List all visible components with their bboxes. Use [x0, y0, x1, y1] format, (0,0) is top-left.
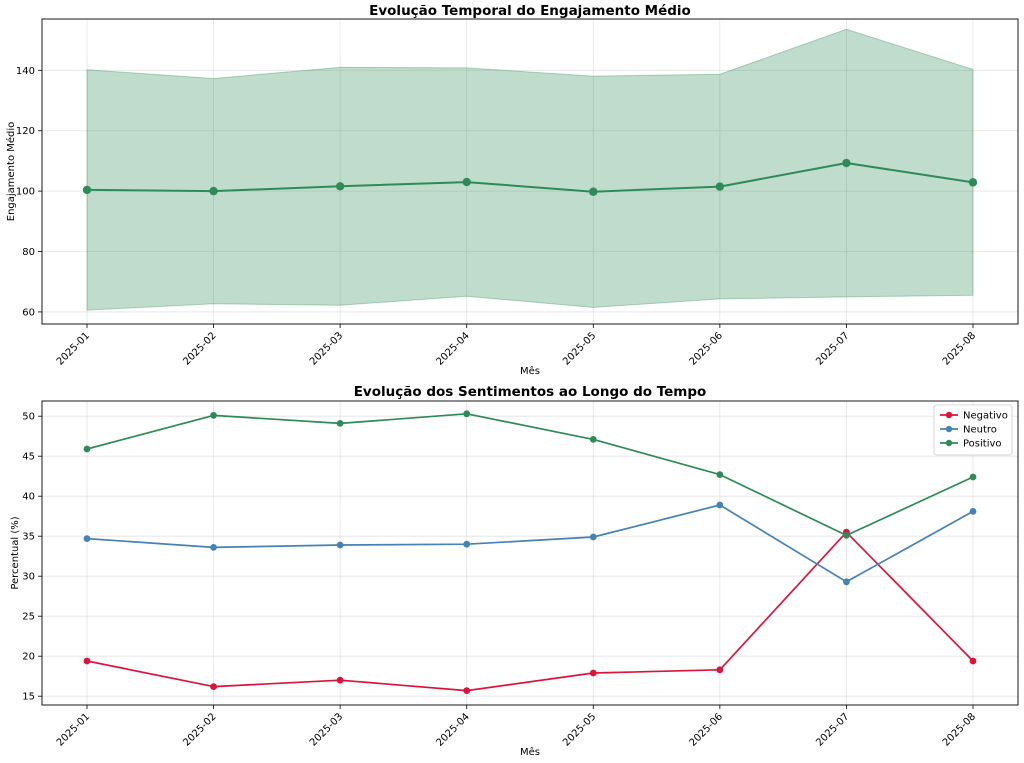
sentiment-x-tick-label: 2025-02 [181, 711, 218, 748]
sentiment-y-ticks: 15 20 25 30 35 40 45 50 [22, 412, 42, 703]
engagement-x-tick-label: 2025-07 [814, 330, 851, 367]
sentiment-y-axis-label: Percentual (%) [10, 516, 21, 589]
neutro-data-point [716, 501, 724, 509]
engagement-lines [86, 162, 974, 193]
sentiment-y-tick-label: 30 [22, 572, 35, 583]
sentiment-y-tick-label: 35 [22, 532, 35, 543]
neutro-data-point [843, 578, 850, 586]
engagement-x-tick-label: 2025-03 [308, 330, 345, 367]
sentiment-x-axis-label: Mês [520, 746, 540, 758]
negativo-data-point [83, 657, 91, 665]
sentiment-chart-title: Evolução dos Sentimentos ao Longo do Tem… [354, 384, 707, 400]
positivo-data-point [969, 473, 977, 481]
engagement-y-tick-label: 140 [16, 66, 35, 77]
engagement-data-point [715, 182, 725, 191]
negativo-data-point [969, 657, 977, 665]
engagement-y-ticks: 60 80 100 120 140 [16, 66, 42, 318]
sentiment-y-tick-label: 25 [22, 612, 35, 623]
engagement-data-point [209, 186, 218, 196]
negativo-data-point [210, 683, 217, 690]
negativo-series-line [86, 531, 974, 692]
engagement-y-tick-label: 80 [22, 247, 35, 258]
positivo-data-point [83, 445, 91, 453]
negativo-data-point [336, 676, 344, 684]
engagement-data-point [335, 182, 345, 191]
sentiment-x-ticks: 2025-01 2025-02 2025-03 2025-04 2025-05 2025-… [55, 705, 978, 749]
neutro-series-line [86, 504, 974, 583]
sentiment-plot-frame [41, 400, 1019, 706]
neutro-data-point [83, 535, 91, 542]
sentiment-grid [42, 401, 1018, 705]
sentiment-x-tick-label: 2025-06 [688, 711, 725, 748]
sentiment-x-tick-label: 2025-05 [561, 711, 598, 748]
positivo-data-point [843, 532, 850, 539]
negativo-data-point [716, 666, 724, 674]
neutro-data-point [969, 508, 977, 515]
sentiment-x-tick-label: 2025-08 [941, 711, 978, 748]
engagement-x-tick-label: 2025-04 [435, 330, 472, 367]
legend-marker-neutro [945, 425, 953, 433]
engagement-plot-frame [41, 18, 1019, 325]
engagement-series-line [86, 162, 974, 193]
engagement-y-axis-label: Engajamento Médio [5, 122, 17, 222]
engagement-x-axis-label: Mês [520, 365, 540, 377]
sentiment-y-tick-label: 40 [22, 492, 35, 503]
positivo-data-point [336, 420, 344, 427]
engagement-points [82, 158, 978, 196]
sentiment-points [83, 410, 977, 694]
engagement-data-point [968, 178, 978, 187]
positivo-series-line [86, 412, 974, 537]
neutro-data-point [589, 533, 597, 541]
positivo-data-point [210, 412, 217, 419]
positivo-data-point [463, 410, 471, 418]
engagement-band [86, 28, 974, 311]
legend-label-neutro: Neutro [963, 425, 997, 436]
positivo-data-point [716, 471, 724, 478]
engagement-x-tick-label: 2025-05 [561, 330, 598, 367]
sentiment-y-tick-label: 50 [22, 412, 35, 423]
engagement-x-tick-label: 2025-02 [181, 330, 218, 367]
sentiment-x-tick-label: 2025-04 [435, 711, 472, 748]
sentiment-legend: Negativo Neutro Positivo [933, 404, 1013, 456]
engagement-y-tick-label: 120 [16, 126, 35, 137]
negativo-data-point [463, 687, 471, 694]
neutro-data-point [210, 544, 217, 551]
sentiment-x-tick-label: 2025-03 [308, 711, 345, 748]
neutro-data-point [463, 540, 471, 548]
engagement-data-point [82, 185, 92, 195]
sentiment-lines [86, 412, 974, 692]
sentiment-y-tick-label: 15 [22, 692, 35, 703]
sentiment-x-tick-label: 2025-01 [55, 711, 92, 748]
engagement-y-tick-label: 60 [22, 307, 35, 318]
engagement-x-tick-label: 2025-08 [941, 330, 978, 367]
engagement-y-tick-label: 100 [16, 187, 35, 198]
engagement-x-tick-label: 2025-01 [55, 330, 92, 367]
engagement-data-point [842, 158, 851, 168]
engagement-data-point [462, 177, 471, 187]
positivo-data-point [589, 436, 597, 443]
engagement-data-point [589, 187, 598, 196]
negativo-data-point [589, 669, 597, 677]
engagement-x-tick-label: 2025-06 [688, 330, 725, 367]
legend-label-positivo: Positivo [963, 439, 1002, 450]
legend-marker-positivo [945, 439, 953, 447]
sentiment-y-tick-label: 45 [22, 452, 35, 463]
engagement-chart-title: Evolução Temporal do Engajamento Médio [369, 3, 691, 19]
neutro-data-point [336, 541, 344, 549]
sentiment-y-tick-label: 20 [22, 652, 35, 663]
legend-marker-negativo [945, 411, 953, 419]
sentiment-x-tick-label: 2025-07 [814, 711, 851, 748]
legend-label-negativo: Negativo [963, 411, 1008, 422]
engagement-x-ticks: 2025-01 2025-02 2025-03 2025-04 2025-05 2025-… [55, 324, 978, 368]
